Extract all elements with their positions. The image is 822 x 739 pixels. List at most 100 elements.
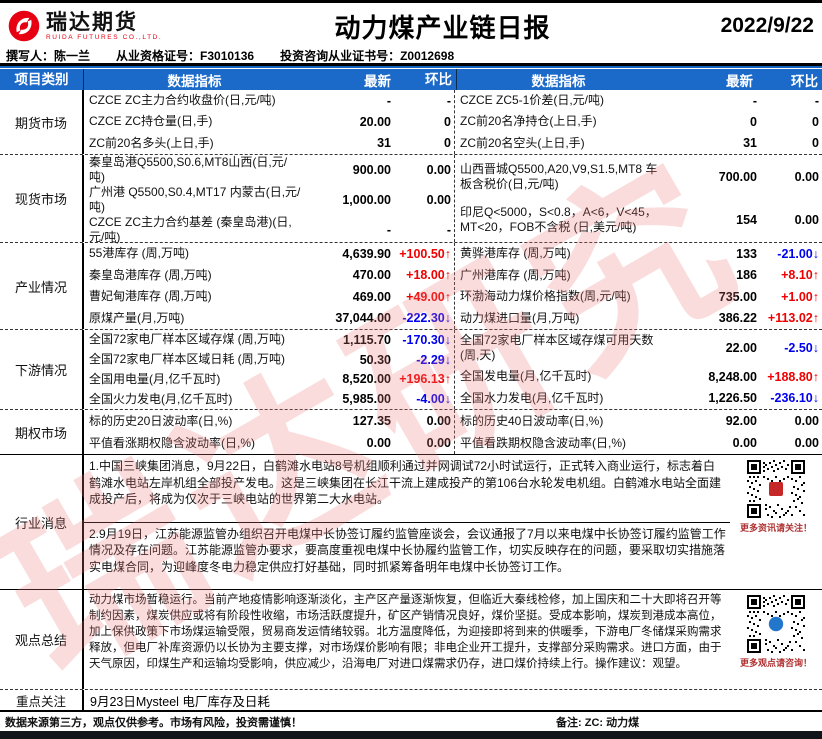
chain-value: - xyxy=(446,93,451,108)
news-body: 1.中国三峡集团消息，9月22日，白鹤滩水电站8号机组顺利通过并网调试72小时试… xyxy=(84,455,822,589)
latest-value: 37,044.00 xyxy=(335,311,391,326)
indicator-label: 平值看跌期权隐含波动率(日,%) xyxy=(460,435,626,450)
downstream-right-rows: 全国72家电厂样本区域存煤可用天数 (周,天) 22.00 -2.50↓ 全国发电量… xyxy=(455,330,822,409)
downstream-left-rows: 全国72家电厂样本区域存煤 (周,万吨) 1,115.70 -170.30↓ 全国7… xyxy=(84,330,455,409)
indicator-label: 秦皇岛港Q5500,S0.6,MT8山西(日,元/吨) xyxy=(89,155,288,184)
indicator-row: 广州港 Q5500,S0.4,MT17 内蒙古(日,元/吨) 1,000.00 0.… xyxy=(84,185,454,215)
section-key-focus: 重点关注 9月23日Mysteel 电厂库存及日耗 xyxy=(0,690,822,712)
author-info-bar: 撰写人：陈一兰 从业资格证号：F3010136 投资咨询从业证书号：Z00126… xyxy=(0,47,822,66)
indicator-row: 曹妃甸港库存 (周,万吨) 469.00 +49.00↑ xyxy=(84,286,454,308)
report-header: 瑞达期货 RUIDA FUTURES CO.,LTD. 动力煤产业链日报 202… xyxy=(0,3,822,47)
col-header-indicator-left: 数据指标 xyxy=(167,73,222,89)
latest-value: 4,639.90 xyxy=(342,246,391,261)
col-header-category: 项目类别 xyxy=(0,69,84,90)
latest-value: 133 xyxy=(736,246,757,261)
latest-value: 0 xyxy=(750,114,757,129)
indicator-row: 原煤产量(月,万吨) 37,044.00 -222.30↓ xyxy=(84,308,454,330)
indicator-label: 秦皇岛港库存 (周,万吨) xyxy=(89,267,212,282)
latest-value: 186 xyxy=(736,268,757,283)
col-header-latest-left: 最新 xyxy=(364,73,391,89)
chain-value: 0 xyxy=(812,114,819,129)
qr-code-opinion xyxy=(747,595,805,653)
latest-value: 22.00 xyxy=(725,341,757,356)
chain-value: 0 xyxy=(444,136,451,151)
news-paragraph-2: 2.9月19日，江苏能源监管办组织召开电煤中长协签订履约监管座谈会，会议通报了7… xyxy=(84,521,730,590)
indicator-label: 55港库存 (周,万吨) xyxy=(89,246,190,261)
indicator-row: 山西晋城Q5500,A20,V9,S1.5,MT8 车板含税价(日,元/吨) 70… xyxy=(455,155,822,199)
chain-value: +18.00↑ xyxy=(406,268,451,283)
category-label: 现货市场 xyxy=(0,155,84,242)
divider-blue-line xyxy=(0,66,822,68)
indicator-row: 标的历史40日波动率(日,%) 92.00 0.00 xyxy=(455,410,822,432)
chain-value: -2.50↓ xyxy=(784,341,819,356)
category-label: 期货市场 xyxy=(0,90,84,154)
indicator-row: 动力煤进口量(月,万吨) 386.22 +113.02↑ xyxy=(455,308,822,330)
chain-value: +1.00↑ xyxy=(781,289,819,304)
indicator-label: 全国72家电厂样本区域日耗 (周,万吨) xyxy=(89,352,286,367)
latest-value: 31 xyxy=(743,136,757,151)
chain-value: +49.00↑ xyxy=(406,289,451,304)
indicator-label: 黄骅港库存 (周,万吨) xyxy=(460,246,571,261)
indicator-label: 全国用电量(月,亿千瓦时) xyxy=(89,371,221,386)
qualification-number: 从业资格证号：F3010136 xyxy=(116,48,255,63)
chain-value: -222.30↓ xyxy=(402,311,451,326)
latest-value: 5,985.00 xyxy=(342,392,391,407)
indicator-label: CZCE ZC主力合约基差 (秦皇岛港)(日,元/吨) xyxy=(89,215,292,244)
indicator-row: 全国用电量(月,亿千瓦时) 8,520.00 +196.13↑ xyxy=(84,370,454,390)
indicator-label: 原煤产量(月,万吨) xyxy=(89,310,185,325)
indicator-row: CZCE ZC主力合约收盘价(日,元/吨) - - xyxy=(84,90,454,111)
opinion-qr-column: 更多观点请咨询！ xyxy=(730,590,822,689)
indicator-row: ZC前20名空头(上日,手) 31 0 xyxy=(455,133,822,154)
latest-value: 0.00 xyxy=(732,436,757,450)
category-label: 观点总结 xyxy=(0,590,84,689)
opinion-body: 动力煤市场暂稳运行。当前产地疫情影响逐渐淡化，主产区产量逐渐恢复，但临近大秦线检… xyxy=(84,590,822,689)
section-downstream-status: 下游情况 全国72家电厂样本区域存煤 (周,万吨) 1,115.70 -170.30… xyxy=(0,330,822,410)
chain-value: +188.80↑ xyxy=(767,369,819,384)
chain-value: +196.13↑ xyxy=(399,372,451,387)
table-header-row: 项目类别 数据指标 最新 环比 数据指标 最新 环比 xyxy=(0,69,822,90)
chain-value: -4.00↓ xyxy=(416,392,451,407)
indicator-row: 全国72家电厂样本区域日耗 (周,万吨) 50.30 -2.29↓ xyxy=(84,350,454,370)
spot-right-rows: 山西晋城Q5500,A20,V9,S1.5,MT8 车板含税价(日,元/吨) 70… xyxy=(455,155,822,242)
industry-left-rows: 55港库存 (周,万吨) 4,639.90 +100.50↑ 秦皇岛港库存 (周,万… xyxy=(84,243,455,329)
indicator-label: CZCE ZC主力合约收盘价(日,元/吨) xyxy=(89,93,276,108)
remark-note: 备注: ZC: 动力煤 xyxy=(556,716,640,729)
indicator-row: 55港库存 (周,万吨) 4,639.90 +100.50↑ xyxy=(84,243,454,265)
chain-value: 0 xyxy=(812,136,819,151)
col-header-indicator-right: 数据指标 xyxy=(531,73,586,89)
chain-value: 0.00 xyxy=(794,213,819,228)
latest-value: - xyxy=(386,223,391,237)
latest-value: 8,520.00 xyxy=(342,372,391,387)
opinion-text: 动力煤市场暂稳运行。当前产地疫情影响逐渐淡化，主产区产量逐渐恢复，但临近大秦线检… xyxy=(89,594,722,670)
brand-name-cn: 瑞达期货 xyxy=(46,10,138,34)
indicator-label: ZC前20名空头(上日,手) xyxy=(460,135,585,150)
latest-value: 0.00 xyxy=(366,436,391,450)
latest-value: 20.00 xyxy=(359,114,391,129)
indicator-label: 标的历史40日波动率(日,%) xyxy=(460,413,604,428)
indicator-row: 全国火力发电(月,亿千瓦时) 5,985.00 -4.00↓ xyxy=(84,389,454,409)
latest-value: 386.22 xyxy=(718,311,757,326)
indicator-row: 标的历史20日波动率(日,%) 127.35 0.00 xyxy=(84,410,454,432)
latest-value: 31 xyxy=(377,136,391,151)
latest-value: 469.00 xyxy=(352,289,391,304)
category-label: 重点关注 xyxy=(0,690,84,710)
qr-code-news xyxy=(747,460,805,518)
chain-value: - xyxy=(814,93,819,108)
chain-value: 0.00 xyxy=(426,436,451,450)
industry-right-rows: 黄骅港库存 (周,万吨) 133 -21.00↓ 广州港库存 (周,万吨) 186 +8… xyxy=(455,243,822,329)
chain-value: 0.00 xyxy=(426,193,451,207)
chain-value: 0.00 xyxy=(426,414,451,428)
indicator-label: 动力煤进口量(月,万吨) xyxy=(460,310,580,325)
bottom-black-bar xyxy=(0,731,822,739)
col-header-chain-right: 环比 xyxy=(791,73,818,89)
section-industry-news: 行业消息 1.中国三峡集团消息，9月22日，白鹤滩水电站8号机组顺利通过并网调试… xyxy=(0,455,822,590)
key-focus-text: 9月23日Mysteel 电厂库存及日耗 xyxy=(90,694,270,709)
indicator-row: 平值看跌期权隐含波动率(日,%) 0.00 0.00 xyxy=(455,432,822,454)
indicator-row: 全国发电量(月,亿千瓦时) 8,248.00 +188.80↑ xyxy=(455,366,822,387)
latest-value: 154 xyxy=(736,213,757,228)
latest-value: 50.30 xyxy=(359,352,391,367)
category-label: 期权市场 xyxy=(0,410,84,454)
indicator-row: 环渤海动力煤价格指数(周,元/吨) 735.00 +1.00↑ xyxy=(455,286,822,308)
latest-value: 700.00 xyxy=(718,169,757,184)
